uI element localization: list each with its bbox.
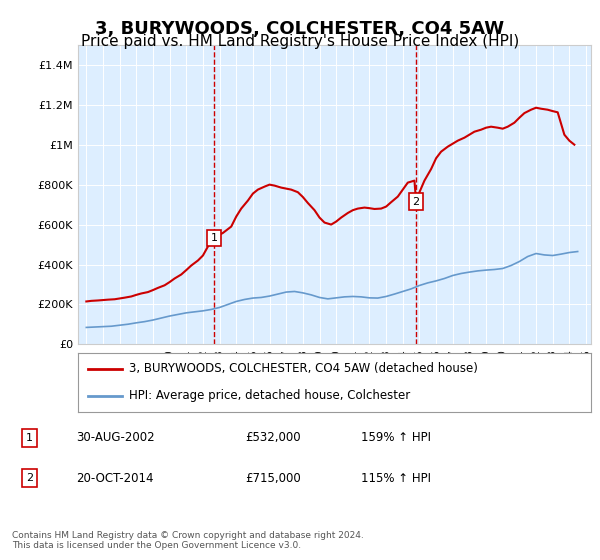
Text: 2: 2 xyxy=(26,473,33,483)
Text: £715,000: £715,000 xyxy=(245,472,301,485)
Text: 3, BURYWOODS, COLCHESTER, CO4 5AW: 3, BURYWOODS, COLCHESTER, CO4 5AW xyxy=(95,20,505,38)
Text: £532,000: £532,000 xyxy=(245,431,301,445)
Text: 2: 2 xyxy=(413,197,419,207)
Text: 1: 1 xyxy=(211,233,217,243)
Text: 159% ↑ HPI: 159% ↑ HPI xyxy=(361,431,431,445)
Text: Price paid vs. HM Land Registry's House Price Index (HPI): Price paid vs. HM Land Registry's House … xyxy=(81,34,519,49)
Text: 30-AUG-2002: 30-AUG-2002 xyxy=(76,431,155,445)
Text: 1: 1 xyxy=(26,433,33,443)
Text: HPI: Average price, detached house, Colchester: HPI: Average price, detached house, Colc… xyxy=(130,389,410,402)
Text: 3, BURYWOODS, COLCHESTER, CO4 5AW (detached house): 3, BURYWOODS, COLCHESTER, CO4 5AW (detac… xyxy=(130,362,478,375)
Text: 20-OCT-2014: 20-OCT-2014 xyxy=(76,472,154,485)
Text: Contains HM Land Registry data © Crown copyright and database right 2024.
This d: Contains HM Land Registry data © Crown c… xyxy=(12,530,364,550)
Text: 115% ↑ HPI: 115% ↑ HPI xyxy=(361,472,431,485)
